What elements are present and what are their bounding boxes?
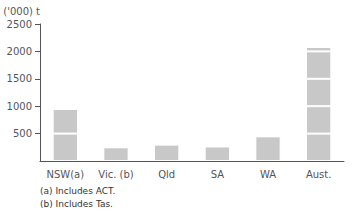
svg-text:2000: 2000 [7,46,32,57]
svg-text:SA: SA [211,169,225,180]
svg-text:(b) Includes Tas.: (b) Includes Tas. [40,199,113,209]
svg-text:1500: 1500 [7,73,32,84]
svg-text:Aust.: Aust. [306,169,332,180]
svg-text:1000: 1000 [7,101,32,112]
svg-text:Qld: Qld [158,169,175,180]
svg-text:500: 500 [13,128,32,139]
svg-text:('000) t: ('000) t [3,6,40,17]
svg-text:2500: 2500 [7,19,32,30]
svg-text:NSW(a): NSW(a) [47,169,85,180]
svg-text:WA: WA [260,169,276,180]
svg-text:(a) Includes ACT.: (a) Includes ACT. [40,186,115,196]
svg-text:Vic. (b): Vic. (b) [98,169,134,180]
